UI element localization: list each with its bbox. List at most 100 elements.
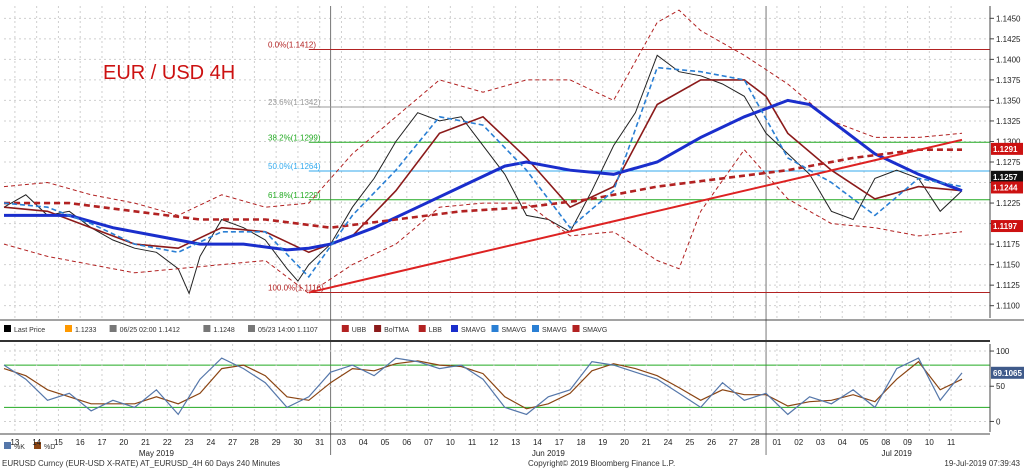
price-legend: Last Price 1.1233 06/25 02:00 1.1412 1.1248… [4,325,607,334]
date-tick-label: 16 [76,438,85,447]
month-label: May 2019 [139,449,175,458]
fib-label: 0.0%(1.1412) [268,41,316,50]
price-tag-label: 1.1257 [993,173,1018,182]
price-tick-label: 1.1225 [996,199,1021,208]
legend-swatch [4,325,11,332]
date-tick-label: 29 [272,438,281,447]
legend-label: BolTMA [384,327,409,334]
fib-label: 100.0%(1.1116) [268,284,324,293]
price-tag-box [991,142,1023,155]
date-tick-label: 01 [772,438,781,447]
price-tick-label: 1.1350 [996,96,1021,105]
chart-title: EUR / USD 4H [103,62,235,84]
oscillator-grid [4,344,990,432]
price-tag-box [991,170,1023,183]
fib-label: 61.8%(1.1229) [268,191,321,200]
date-tick-label: 21 [642,438,651,447]
footer-ticker: EURUSD Curncy (EUR-USD X-RATE) AT_EURUSD… [2,459,280,468]
date-tick-label: 13 [511,438,520,447]
date-tick-label: 14 [533,438,542,447]
series-line [3,9,963,216]
date-tick-label: 18 [577,438,586,447]
date-tick-label: 03 [816,438,825,447]
osc-tick-label: 100 [996,347,1010,356]
month-label: Jul 2019 [882,449,913,458]
series-line [4,148,962,230]
price-tick-label: 1.1275 [996,158,1021,167]
date-tick-label: 28 [751,438,760,447]
oscillator-series [3,357,963,416]
date-tick-label: 05 [860,438,869,447]
price-tick-label: 1.1400 [996,55,1021,64]
fib-label: 50.0%(1.1264) [268,162,321,171]
osc-legend-label: %D [44,444,55,451]
footer-copyright: Copyright© 2019 Bloomberg Finance L.P. [528,459,675,468]
legend-swatch [374,325,382,332]
osc-tag-box [991,366,1024,379]
date-tick-label: 28 [250,438,259,447]
date-tick-label: 14 [32,438,41,447]
date-tick-label: 10 [925,438,934,447]
legend-swatch [248,325,255,332]
price-grid [4,6,990,455]
date-tick-label: 07 [424,438,433,447]
panel-divider [0,340,990,342]
legend-label: SMAVG [461,327,486,334]
date-tick-label: 27 [729,438,738,447]
legend-swatch [203,325,211,332]
date-tick-label: 15 [54,438,63,447]
price-tag-box [991,181,1023,194]
month-label: Jun 2019 [532,449,565,458]
date-tick-label: 25 [685,438,694,447]
legend-label: 06/25 02:00 1.1412 [120,327,180,334]
legend-swatch [418,325,426,332]
date-tick-label: 11 [947,438,956,447]
footer-timestamp: 19-Jul-2019 07:39:43 [944,459,1020,468]
trendline [308,138,963,294]
price-tick-label: 1.1125 [996,281,1020,290]
price-tag-box [991,220,1023,233]
price-tick-label: 1.1425 [996,35,1021,44]
legend-label: 05/23 14:00 1.1107 [258,327,318,334]
osc-tick-label: 0 [996,417,1001,426]
series-line [3,54,963,295]
price-tick-label: 1.1375 [996,76,1021,85]
series-line [3,66,963,279]
date-tick-label: 23 [185,438,194,447]
osc-legend-label: %K [14,444,25,451]
legend-label: SMAVG [502,327,527,334]
legend-swatch [109,325,117,332]
price-tag-label: 1.1197 [993,222,1018,231]
date-tick-label: 17 [98,438,107,447]
date-tick-label: 09 [903,438,912,447]
date-tick-label: 13 [10,438,19,447]
oscillator-axis: 0 50 100 [989,344,1010,432]
price-tick-label: 1.1325 [996,117,1021,126]
osc-legend-swatch [4,442,11,449]
legend-label: LBB [429,327,443,334]
price-tag-label: 1.1244 [993,183,1018,192]
date-tick-label: 08 [881,438,890,447]
date-tick-label: 04 [359,438,368,447]
oscillator-legend: %K %D [4,442,55,451]
legend-swatch [451,325,458,332]
osc-legend-swatch [34,442,41,449]
legend-swatch [65,325,72,332]
date-tick-label: 11 [468,438,477,447]
price-tag-label: 1.1291 [993,145,1018,154]
legend-label: 1.1248 [213,327,235,334]
date-tick-label: 31 [315,438,324,447]
legend-swatch [572,325,580,332]
date-tick-label: 24 [206,438,215,447]
price-axis: 1.11001.11251.11501.11751.12001.12251.12… [989,6,1021,318]
date-tick-label: 06 [402,438,411,447]
osc-tag-label: 69.1065 [993,369,1022,378]
date-tick-label: 27 [228,438,237,447]
date-tick-label: 12 [489,438,498,447]
fibonacci-levels: 0.0%(1.1412) 23.6%(1.1342) 38.2%(1.1299) 50… [268,41,990,294]
fib-label: 23.6%(1.1342) [268,98,321,107]
price-tick-label: 1.1175 [996,240,1020,249]
